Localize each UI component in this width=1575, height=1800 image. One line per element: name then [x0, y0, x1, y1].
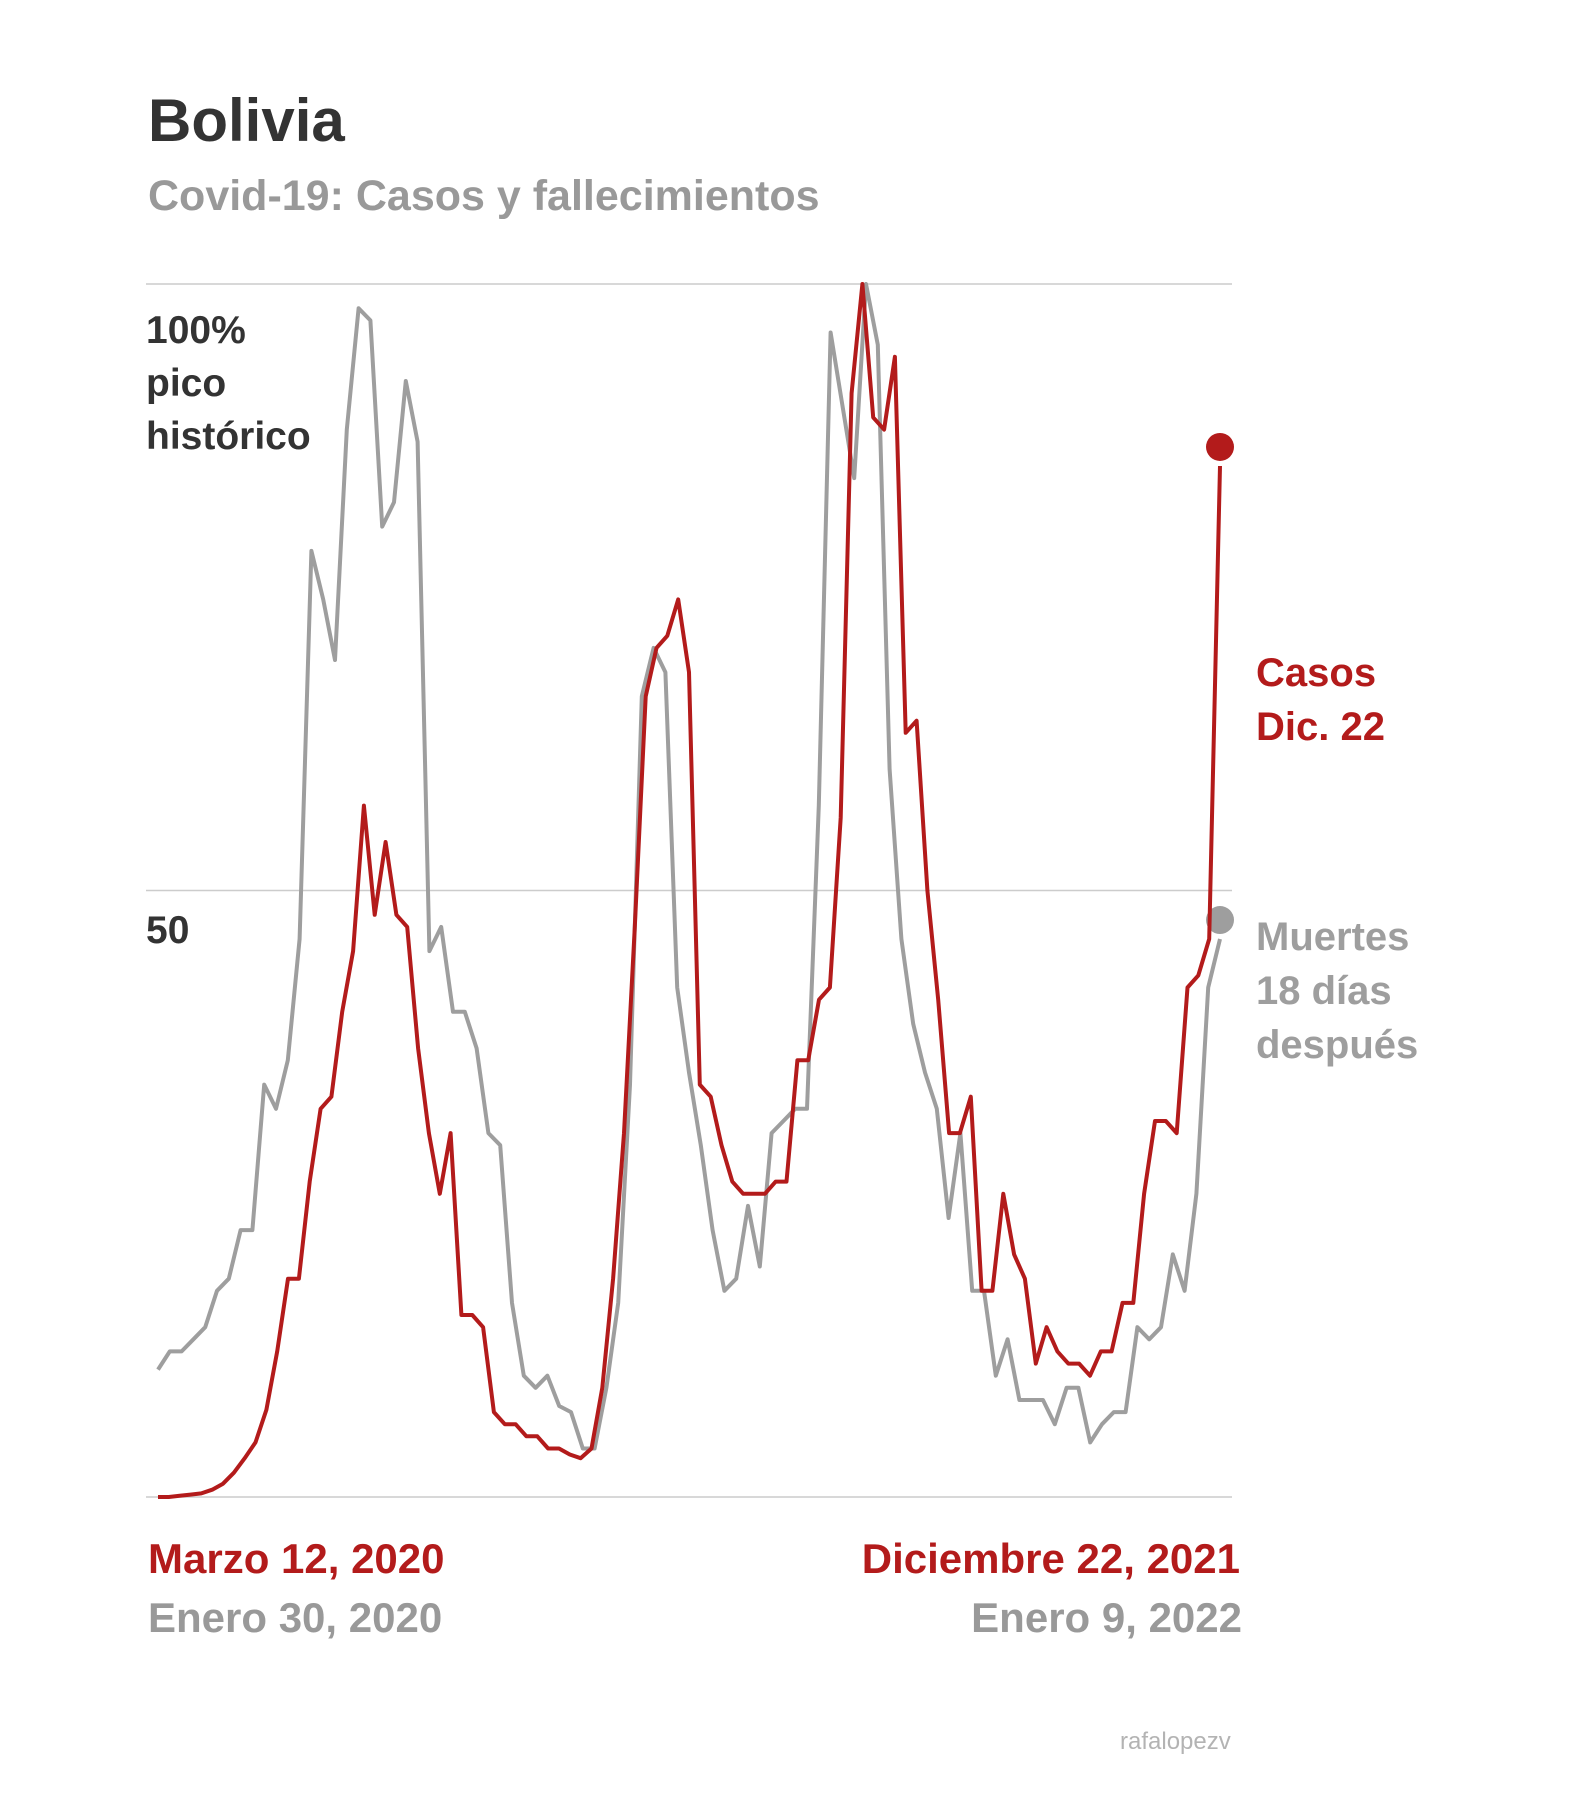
y-axis-label-line-1: 100%: [146, 309, 246, 352]
series-line-casos: [158, 282, 1222, 1499]
legend-muertes-line-1: Muertes: [1256, 915, 1409, 959]
author-credit: rafalopezv: [1120, 1728, 1231, 1755]
x-label-start-casos: Marzo 12, 2020: [148, 1535, 445, 1582]
x-label-end-casos: Diciembre 22, 2021: [862, 1535, 1240, 1582]
legend-muertes-line-3: después: [1256, 1023, 1418, 1067]
chart-subtitle: Covid-19: Casos y fallecimientos: [148, 172, 820, 220]
legend-casos-line-2: Dic. 22: [1256, 705, 1385, 749]
x-label-end-muertes: Enero 9, 2022: [971, 1594, 1242, 1641]
y-tick-label-50: 50: [146, 909, 189, 952]
series-endpoint-muertes: [1206, 906, 1234, 935]
legend-muertes-line-2: 18 días: [1256, 969, 1392, 1013]
series-endpoint-casos: [1206, 432, 1234, 461]
y-axis-label-line-3: histórico: [146, 415, 311, 458]
series-line-muertes: [156, 282, 1222, 1451]
legend-casos-line-1: Casos: [1256, 651, 1376, 695]
y-axis-label-line-2: pico: [146, 362, 226, 405]
chart-title: Bolivia: [148, 87, 345, 154]
x-label-start-muertes: Enero 30, 2020: [148, 1594, 442, 1641]
